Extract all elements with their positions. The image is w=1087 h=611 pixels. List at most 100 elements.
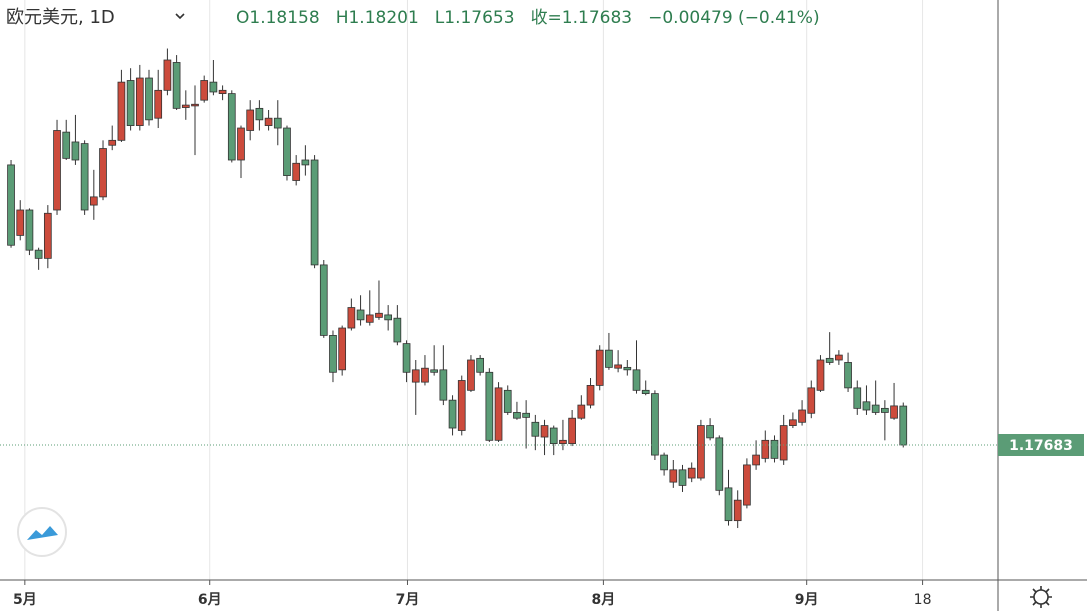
- logo-circle[interactable]: [17, 507, 67, 557]
- candle-body: [99, 148, 107, 198]
- ohlc-header: O1.18158 H1.18201 L1.17653 收=1.17683 −0.0047…: [236, 8, 820, 28]
- candle-body: [494, 387, 503, 441]
- candle-body: [365, 314, 374, 323]
- candle-body: [715, 437, 724, 491]
- candle-body: [34, 249, 43, 259]
- x-tick-label: 5月: [13, 592, 37, 608]
- candle-body: [126, 80, 135, 126]
- candle-body: [411, 369, 420, 383]
- candle-body: [835, 354, 843, 361]
- candle-body: [807, 387, 816, 414]
- grid: [24, 0, 924, 585]
- candle-body: [522, 412, 530, 418]
- candle-body: [687, 467, 696, 479]
- candle-body: [62, 131, 71, 159]
- last-price-box: [998, 434, 1084, 456]
- candle-body: [862, 401, 871, 411]
- candle-body: [135, 77, 144, 126]
- candle-body: [706, 425, 714, 439]
- candle-body: [393, 317, 402, 343]
- candle-body: [329, 335, 337, 373]
- candle-body: [743, 464, 751, 506]
- candle-body: [25, 209, 34, 251]
- logo[interactable]: [17, 507, 67, 557]
- candle-body: [503, 389, 512, 413]
- ohlc-label: O1.18158: [236, 8, 320, 28]
- ohlc-label: L1.17653: [435, 8, 515, 28]
- candle-body: [881, 407, 889, 413]
- candle-body: [476, 357, 484, 373]
- x-tick-label: 7月: [396, 592, 420, 608]
- candle-body: [540, 425, 549, 438]
- candle-body: [577, 404, 586, 419]
- candle-body: [660, 454, 668, 471]
- candle-body: [237, 127, 245, 161]
- candle-body: [7, 164, 15, 246]
- last-price-label: 1.17683: [1009, 438, 1073, 454]
- candle-body: [871, 404, 880, 413]
- candle-body: [890, 405, 898, 419]
- candle-body: [191, 103, 199, 107]
- candle-body: [733, 499, 742, 522]
- candle-body: [421, 367, 429, 383]
- interval-chevron[interactable]: [175, 13, 185, 20]
- candle-body: [595, 349, 604, 386]
- candle-body: [402, 343, 411, 373]
- candle-body: [384, 314, 393, 321]
- candle-body: [273, 117, 282, 129]
- candle-body: [513, 412, 521, 419]
- candle-body: [724, 487, 733, 522]
- candle-body: [752, 454, 760, 466]
- settings-icon[interactable]: [1030, 586, 1052, 608]
- candle-body: [586, 385, 595, 406]
- candle-body: [301, 159, 310, 166]
- chart-title: 欧元美元, 1D: [6, 7, 115, 28]
- candle-body: [154, 89, 163, 119]
- x-tick-label: 6月: [198, 592, 222, 608]
- candle-body: [338, 327, 347, 371]
- candle-body: [209, 81, 218, 93]
- logo-icon: [27, 526, 58, 540]
- candle-body: [798, 409, 806, 423]
- candle-body: [789, 419, 797, 426]
- candle-body: [53, 130, 61, 211]
- candles: [7, 48, 908, 529]
- candle-body: [632, 369, 641, 391]
- candle-body: [439, 369, 448, 401]
- candle-body: [227, 93, 236, 161]
- candle-body: [108, 139, 117, 146]
- candle-body: [430, 369, 439, 373]
- candle-body: [779, 425, 788, 461]
- candle-body: [71, 141, 80, 161]
- candle-body: [200, 80, 209, 101]
- candle-body: [467, 359, 475, 391]
- candle-body: [347, 307, 356, 329]
- gear-teeth: [1030, 586, 1052, 608]
- candle-body: [117, 81, 126, 141]
- candle-body: [181, 104, 190, 108]
- candle-body: [761, 439, 770, 459]
- x-tick-label: 9月: [795, 592, 819, 608]
- candle-body: [283, 127, 291, 176]
- candle-body: [89, 196, 98, 206]
- candle-body: [264, 117, 273, 126]
- candle-body: [669, 469, 678, 483]
- candle-body: [816, 359, 825, 391]
- x-tick-label: 8月: [592, 592, 616, 608]
- candle-body: [246, 109, 255, 131]
- candle-body: [568, 417, 576, 445]
- candle-body: [678, 469, 687, 486]
- candle-body: [218, 89, 227, 95]
- candle-body: [310, 159, 319, 266]
- candle-body: [485, 371, 494, 441]
- candle-body: [641, 389, 650, 395]
- candle-body: [172, 62, 181, 109]
- candle-body: [825, 357, 834, 363]
- candle-body: [356, 309, 365, 321]
- candle-body: [319, 264, 328, 336]
- candle-body: [16, 209, 25, 236]
- candle-body: [80, 143, 89, 211]
- candle-body: [623, 366, 632, 371]
- candle-body: [853, 387, 862, 409]
